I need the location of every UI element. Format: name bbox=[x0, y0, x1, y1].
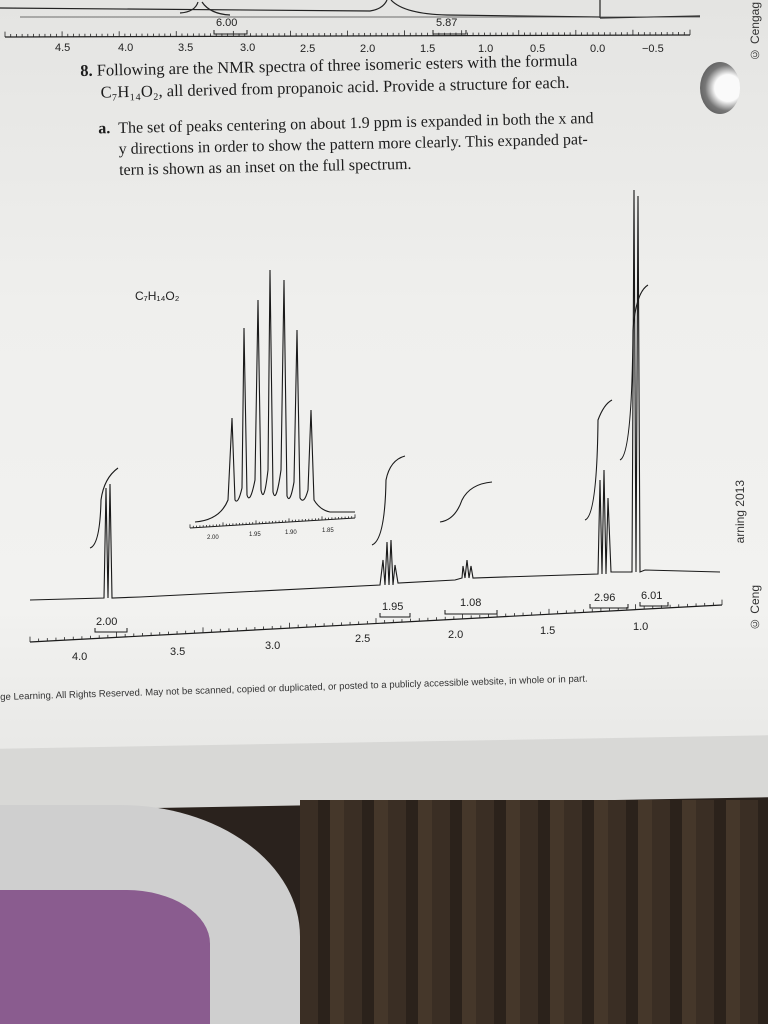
integral-label: 1.95 bbox=[382, 601, 403, 613]
axis-tick-label: 0.0 bbox=[590, 43, 605, 55]
axis-tick-label: 2.5 bbox=[355, 633, 370, 645]
formula-label: C₇H₁₄O₂ bbox=[135, 289, 180, 303]
textbook-page bbox=[0, 0, 768, 760]
axis-tick-label: 4.5 bbox=[55, 42, 70, 54]
integral-label: 1.08 bbox=[460, 597, 481, 609]
axis-tick-label: 2.5 bbox=[300, 43, 315, 55]
main-spectrum bbox=[29, 189, 723, 643]
axis-tick-label: 3.5 bbox=[170, 646, 185, 658]
axis-tick-label: 1.0 bbox=[478, 43, 493, 55]
question-number: 8. bbox=[80, 60, 93, 80]
integral-label: 6.00 bbox=[216, 17, 237, 29]
axis-tick-label: 1.5 bbox=[540, 625, 555, 637]
integral-curve bbox=[619, 284, 649, 461]
part-label: a. bbox=[98, 120, 111, 138]
question-8a: a. The set of peaks centering on about 1.… bbox=[98, 106, 709, 181]
inset-trace bbox=[194, 269, 355, 523]
publisher-mark: © Cengag bbox=[748, 2, 762, 62]
integral-label: 2.00 bbox=[96, 616, 117, 628]
wood-floor bbox=[300, 800, 768, 1024]
axis-tick-label: 0.5 bbox=[530, 43, 545, 55]
axis-tick-label: 2.0 bbox=[360, 43, 375, 55]
integral-curve bbox=[439, 481, 493, 523]
axis-tick-label: 1.0 bbox=[633, 621, 648, 633]
integral-label: 5.87 bbox=[436, 17, 457, 29]
main-axis-labels: 4.0 3.5 3.0 2.5 2.0 1.5 1.0 bbox=[72, 621, 648, 663]
main-axis-ticks bbox=[29, 599, 723, 642]
binder-hole bbox=[700, 62, 740, 114]
integral-labels: 2.00 1.95 1.08 2.96 6.01 bbox=[96, 590, 662, 628]
top-spectrum bbox=[0, 0, 701, 38]
integral-curve bbox=[89, 467, 119, 549]
integral-label: 6.01 bbox=[641, 590, 662, 602]
axis-tick-label: 3.0 bbox=[240, 42, 255, 54]
inset-axis-ticks bbox=[189, 514, 356, 528]
axis-tick-label: 4.0 bbox=[72, 651, 87, 663]
axis-tick-label: 1.5 bbox=[420, 43, 435, 55]
inset-axis-labels: 2.00 1.95 1.90 1.85 bbox=[207, 528, 334, 541]
integral-curve bbox=[584, 399, 613, 521]
axis-tick-label: 3.5 bbox=[178, 42, 193, 54]
inset-tick-label: 2.00 bbox=[207, 535, 219, 541]
formula: C₇H₁₄O₂, bbox=[100, 81, 163, 102]
top-axis-labels: 4.5 4.0 3.5 3.0 2.5 2.0 1.5 1.0 0.5 0.0 … bbox=[55, 42, 664, 55]
inset-tick-label: 1.85 bbox=[322, 528, 334, 534]
inset-tick-label: 1.95 bbox=[249, 532, 261, 538]
publisher-mark: arning 2013 bbox=[733, 480, 747, 544]
integral-curve bbox=[371, 455, 406, 546]
part-line: tern is shown as an inset on the full sp… bbox=[118, 155, 412, 179]
spectrum-trace bbox=[29, 189, 721, 601]
inset-tick-label: 1.90 bbox=[285, 530, 297, 536]
axis-tick-label: 4.0 bbox=[118, 42, 133, 54]
purple-fabric bbox=[0, 890, 210, 1024]
integral-label: 2.96 bbox=[594, 592, 615, 604]
axis-tick-label: 3.0 bbox=[265, 640, 280, 652]
top-axis-ticks bbox=[4, 29, 691, 37]
nmr-figures: 6.00 5.87 4.5 4.0 3.5 3.0 2.5 2.0 1.5 1.… bbox=[0, 0, 723, 663]
publisher-mark: © Ceng bbox=[748, 585, 762, 632]
axis-tick-label: −0.5 bbox=[642, 43, 664, 55]
axis-tick-label: 2.0 bbox=[448, 629, 463, 641]
